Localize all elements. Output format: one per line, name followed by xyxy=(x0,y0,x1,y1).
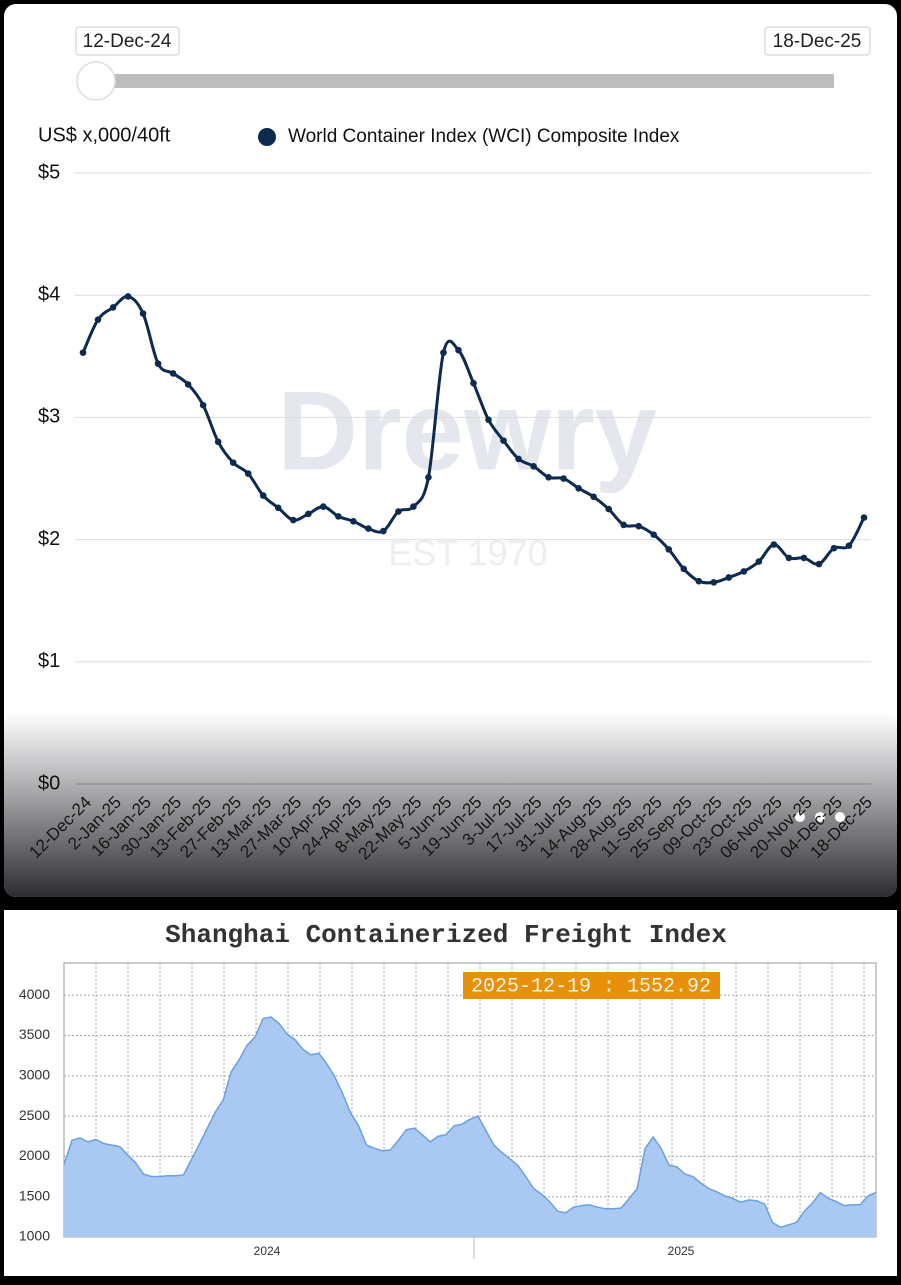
data-point xyxy=(605,505,612,513)
data-point xyxy=(124,293,132,300)
data-point xyxy=(289,516,297,524)
range-end-box[interactable] xyxy=(764,26,871,56)
y-tick-label: 4000 xyxy=(19,986,50,1002)
data-point xyxy=(169,370,177,377)
area-line xyxy=(63,1016,877,1229)
data-point xyxy=(515,455,522,463)
data-point xyxy=(79,349,87,356)
data-point xyxy=(109,304,117,311)
data-point xyxy=(740,568,748,575)
legend-marker xyxy=(258,128,276,146)
annotation-box xyxy=(463,972,720,999)
data-point xyxy=(575,484,582,492)
range-start-box[interactable] xyxy=(75,26,180,56)
data-point xyxy=(440,349,447,356)
y-tick-label: 2500 xyxy=(19,1107,50,1123)
data-point xyxy=(830,544,838,552)
slider-knob[interactable] xyxy=(76,61,116,101)
range-start: 12-Dec-24 xyxy=(83,31,172,52)
data-point xyxy=(635,522,643,530)
y-tick-label: 3000 xyxy=(19,1067,50,1083)
data-point xyxy=(785,554,793,562)
chart-title: Shanghai Containerized Freight Index xyxy=(165,920,727,950)
area-fill xyxy=(64,1016,876,1237)
x-tick-label: 2025 xyxy=(668,1244,695,1258)
data-point xyxy=(470,379,477,387)
data-point xyxy=(755,558,763,565)
data-point xyxy=(335,513,342,520)
y-tick-label: $5 xyxy=(38,161,60,183)
data-point xyxy=(680,565,688,573)
annotation: 2025-12-19 : 1552.92 xyxy=(471,975,711,998)
data-point xyxy=(304,510,312,518)
data-point xyxy=(350,517,357,525)
data-point xyxy=(455,346,462,354)
y-tick-label: $0 xyxy=(38,772,60,794)
data-point xyxy=(845,542,853,550)
data-point xyxy=(860,514,868,521)
data-point xyxy=(815,560,823,568)
data-point xyxy=(560,475,567,482)
data-point xyxy=(590,493,597,501)
y-tick-label: $2 xyxy=(38,528,60,550)
data-point xyxy=(274,504,282,512)
y-tick-label: 1500 xyxy=(19,1187,50,1203)
panel-fade xyxy=(4,712,897,897)
data-point xyxy=(545,473,552,481)
data-point xyxy=(320,503,327,510)
data-point xyxy=(214,438,222,446)
data-point xyxy=(229,459,237,466)
data-point xyxy=(410,503,417,510)
data-point xyxy=(800,554,808,562)
carousel-dot[interactable] xyxy=(835,812,845,822)
watermark: Drewry xyxy=(277,369,657,494)
y-tick-label: 2000 xyxy=(19,1147,50,1163)
carousel-dot[interactable] xyxy=(795,812,805,822)
data-point xyxy=(154,360,162,367)
data-point xyxy=(244,470,252,477)
series-line xyxy=(81,294,866,585)
y-tick-label: $4 xyxy=(38,283,60,305)
data-point xyxy=(94,316,102,323)
data-point xyxy=(770,541,778,548)
data-point xyxy=(380,527,387,535)
x-tick-label: 2024 xyxy=(254,1244,281,1258)
y-tick-label: $1 xyxy=(38,650,60,672)
data-point xyxy=(184,381,192,388)
slider-track[interactable] xyxy=(96,74,834,88)
data-point xyxy=(500,437,507,444)
data-point xyxy=(395,508,402,515)
data-point xyxy=(710,579,718,586)
data-point xyxy=(425,473,432,481)
range-end: 18-Dec-25 xyxy=(773,31,862,52)
legend-label: World Container Index (WCI) Composite In… xyxy=(288,126,680,147)
y-axis-label: US$ x,000/40ft xyxy=(38,124,171,146)
data-point xyxy=(695,577,703,585)
data-point xyxy=(530,462,537,470)
data-point xyxy=(665,546,673,553)
watermark-sub: EST 1970 xyxy=(388,533,547,574)
y-tick-label: 1000 xyxy=(19,1228,50,1244)
y-tick-label: 3500 xyxy=(19,1026,50,1042)
carousel-dot[interactable] xyxy=(815,812,825,822)
data-point xyxy=(365,525,372,532)
data-point xyxy=(650,531,658,539)
y-tick-label: $3 xyxy=(38,406,60,428)
data-point xyxy=(485,416,492,424)
data-point xyxy=(139,310,147,317)
wci-panel xyxy=(4,4,897,897)
data-point xyxy=(620,521,627,529)
data-point xyxy=(725,574,733,581)
data-point xyxy=(259,492,267,499)
data-point xyxy=(199,401,207,409)
